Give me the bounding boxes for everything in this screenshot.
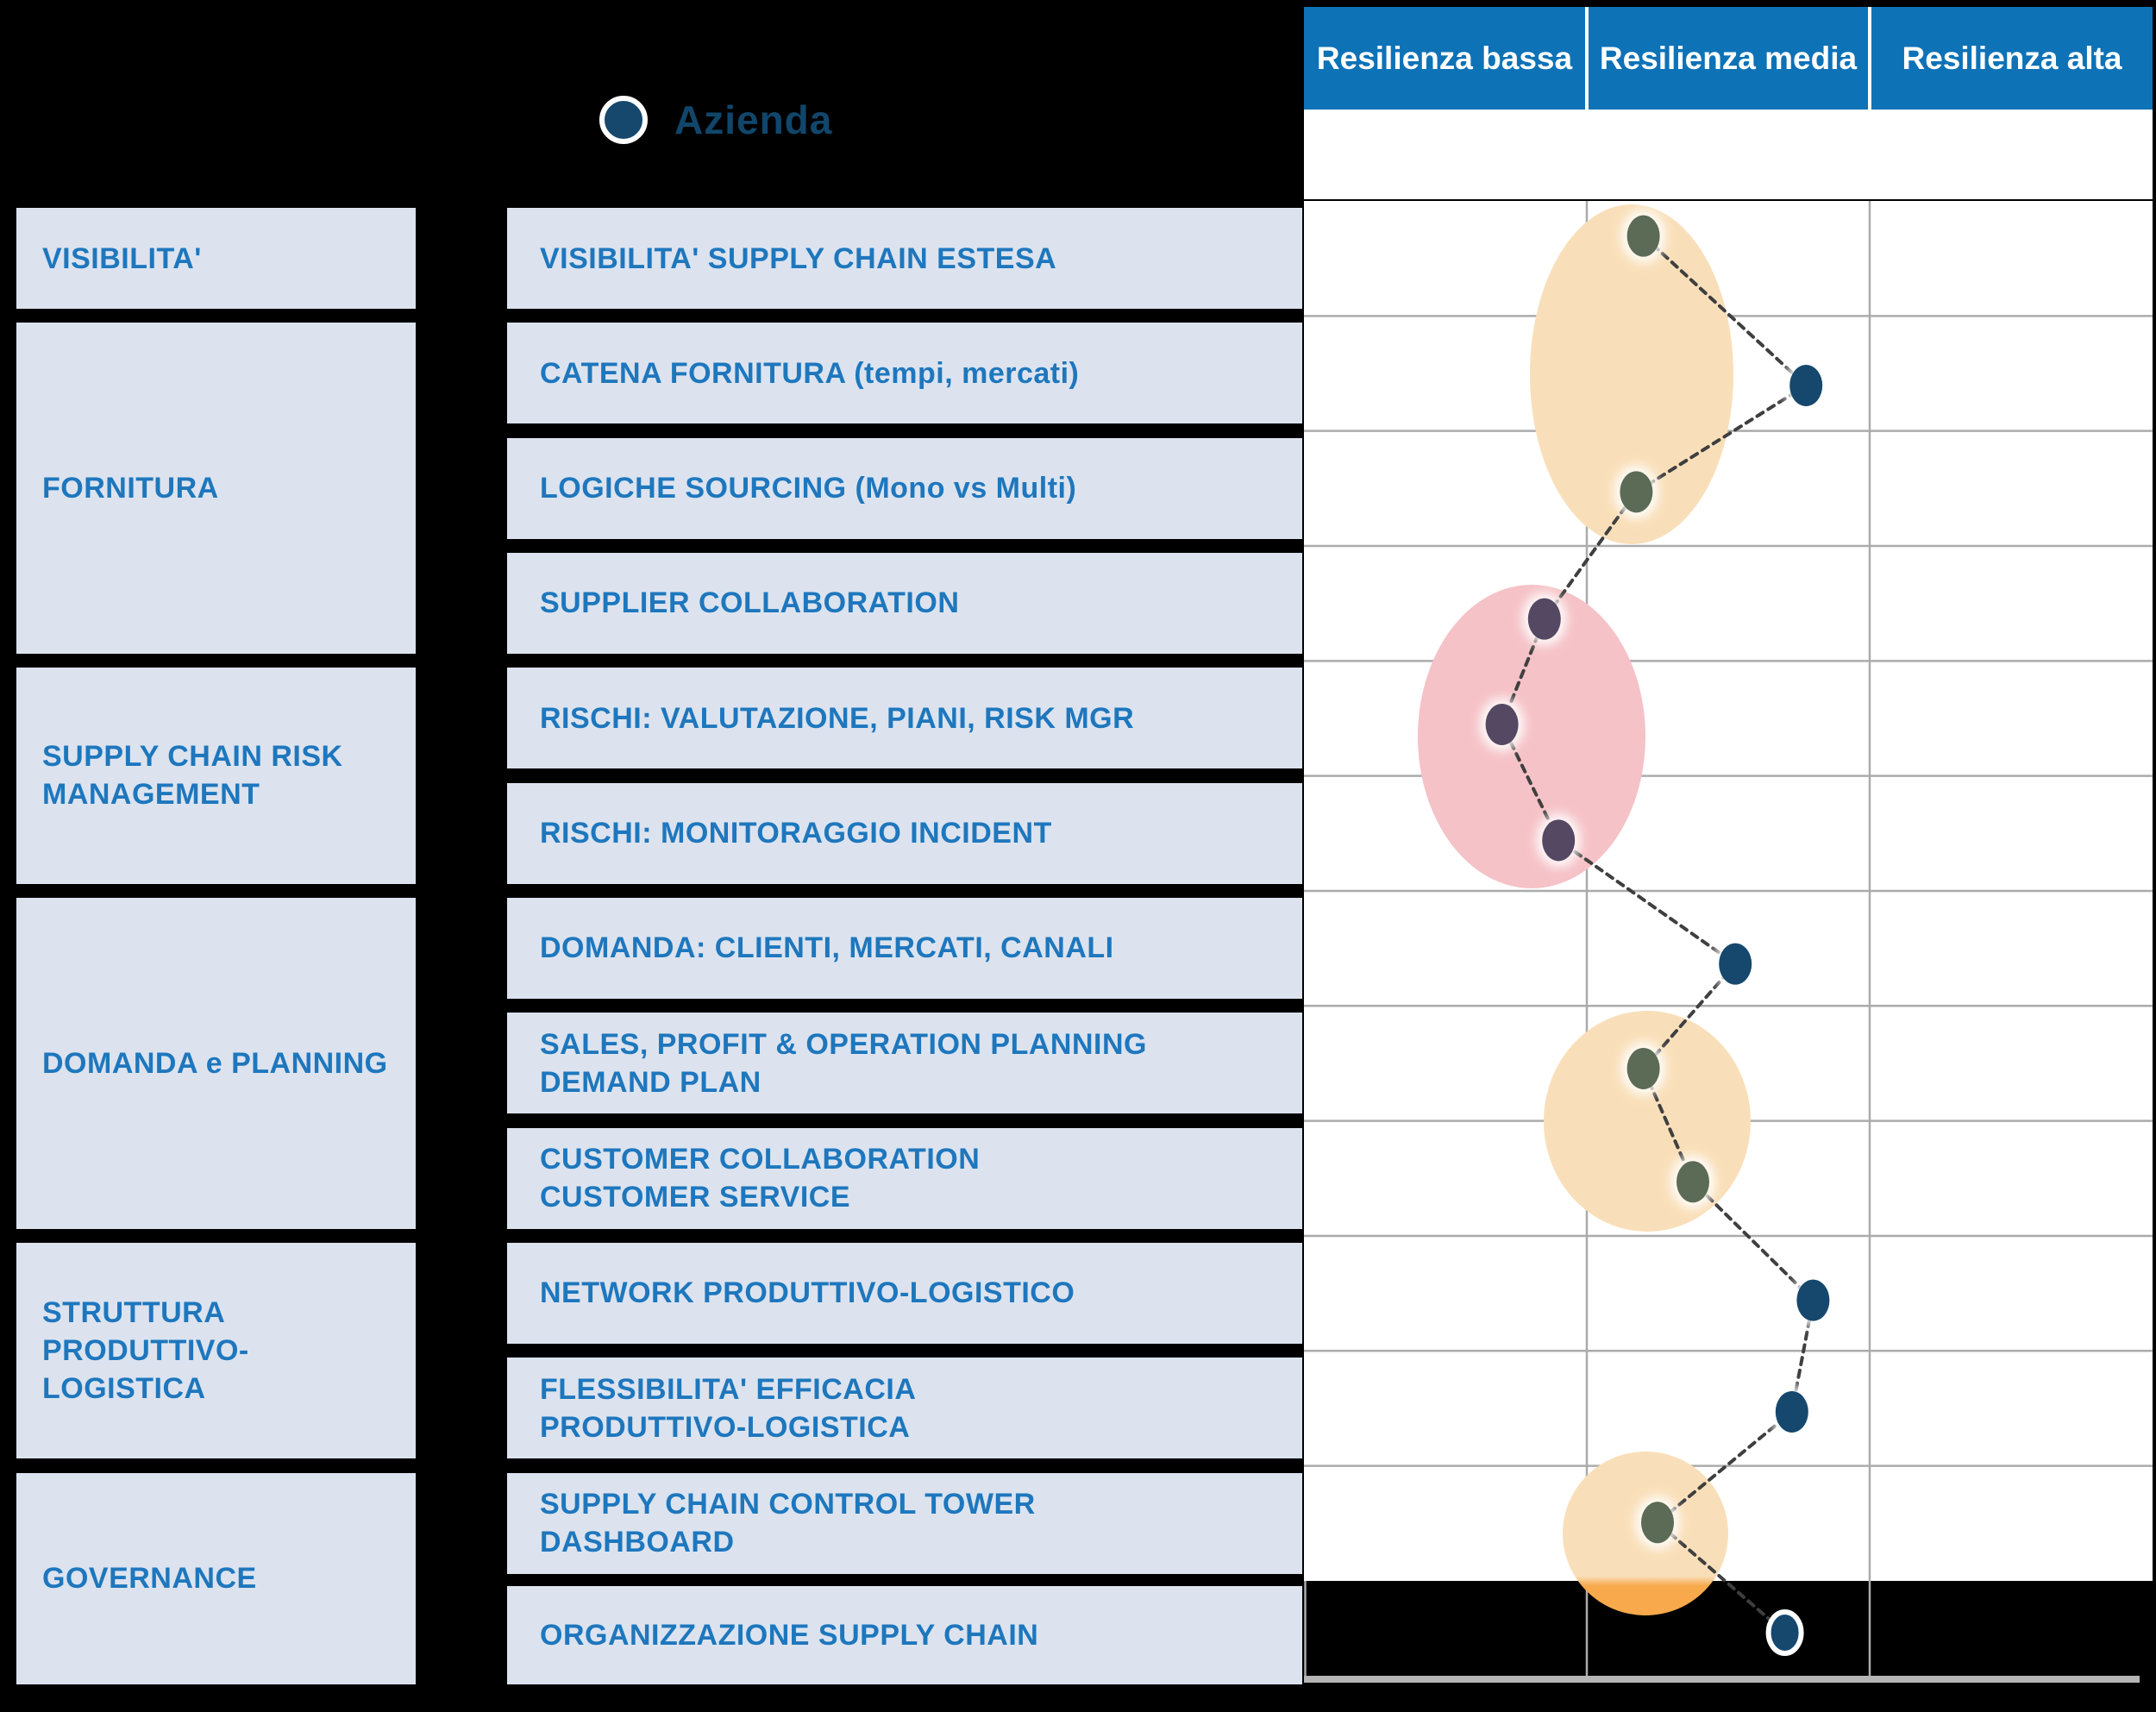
item-box-9: CUSTOMER COLLABORATION CUSTOMER SERVICE bbox=[507, 1127, 1302, 1229]
item-box-3: LOGICHE SOURCING (Mono vs Multi) bbox=[507, 437, 1302, 539]
category-label: SUPPLY CHAIN RISK bbox=[42, 740, 343, 774]
item-label: PRODUTTIVO-LOGISTICA bbox=[540, 1410, 911, 1444]
item-label: FLESSIBILITA' EFFICACIA bbox=[540, 1372, 917, 1406]
item-label: CUSTOMER COLLABORATION bbox=[540, 1143, 981, 1176]
item-box-12: SUPPLY CHAIN CONTROL TOWER DASHBOARD bbox=[507, 1472, 1302, 1574]
score-point-row-5 bbox=[1485, 703, 1519, 745]
resilience-grid bbox=[1304, 201, 2153, 1683]
item-box-13: ORGANIZZAZIONE SUPPLY CHAIN bbox=[507, 1586, 1302, 1684]
item-label: NETWORK PRODUTTIVO-LOGISTICO bbox=[540, 1276, 1075, 1310]
legend-marker-icon bbox=[599, 96, 648, 144]
item-label: CUSTOMER SERVICE bbox=[540, 1181, 851, 1214]
category-label: MANAGEMENT bbox=[42, 778, 260, 812]
item-label: VISIBILITA' SUPPLY CHAIN ESTESA bbox=[540, 241, 1057, 275]
legend-label: Azienda bbox=[674, 97, 833, 142]
score-point-row-12 bbox=[1641, 1502, 1674, 1544]
resilience-group-label: Resilienza bassa bbox=[1316, 41, 1573, 76]
item-label: CATENA FORNITURA (tempi, mercati) bbox=[540, 356, 1080, 390]
item-box-6: RISCHI: MONITORAGGIO INCIDENT bbox=[507, 782, 1302, 884]
resilience-header-block: Resilienza bassa Resilienza media Resilien… bbox=[1304, 7, 2153, 199]
item-label: DEMAND PLAN bbox=[540, 1065, 761, 1099]
category-box-3: SUPPLY CHAIN RISK MANAGEMENT bbox=[16, 668, 416, 884]
score-point-row-11 bbox=[1775, 1390, 1808, 1433]
score-point-row-7 bbox=[1719, 943, 1752, 985]
item-label: LOGICHE SOURCING (Mono vs Multi) bbox=[540, 472, 1077, 505]
score-point-row-4 bbox=[1527, 598, 1561, 640]
category-box-5: STRUTTURA PRODUTTIVO- LOGISTICA bbox=[16, 1242, 416, 1459]
item-box-7: DOMANDA: CLIENTI, MERCATI, CANALI bbox=[507, 897, 1302, 999]
category-box-2: FORNITURA bbox=[16, 323, 416, 654]
score-point-row-9 bbox=[1677, 1161, 1709, 1203]
category-label: VISIBILITA' bbox=[42, 241, 202, 275]
score-point-row-6 bbox=[1542, 819, 1576, 862]
item-label: SALES, PROFIT & OPERATION PLANNING bbox=[540, 1027, 1147, 1061]
item-box-4: SUPPLIER COLLABORATION bbox=[507, 552, 1302, 654]
score-point-row-13 bbox=[1765, 1609, 1804, 1656]
category-label: DOMANDA e PLANNING bbox=[42, 1046, 388, 1080]
category-label: FORNITURA bbox=[42, 472, 219, 505]
highlight-ellipse-2 bbox=[1418, 585, 1645, 888]
resilience-group-header-2: Resilienza media bbox=[1589, 7, 1868, 110]
item-box-1: VISIBILITA' SUPPLY CHAIN ESTESA bbox=[507, 208, 1302, 309]
score-point-row-3 bbox=[1620, 471, 1653, 513]
score-point-row-10 bbox=[1796, 1279, 1830, 1321]
legend: Azienda bbox=[597, 93, 832, 147]
category-label: LOGISTICA bbox=[42, 1372, 206, 1406]
item-label: RISCHI: MONITORAGGIO INCIDENT bbox=[540, 817, 1052, 850]
category-box-6: GOVERNANCE bbox=[16, 1472, 416, 1684]
item-label: SUPPLY CHAIN CONTROL TOWER bbox=[540, 1488, 1036, 1521]
item-label: RISCHI: VALUTAZIONE, PIANI, RISK MGR bbox=[540, 701, 1135, 735]
azienda-marker-icon bbox=[599, 96, 648, 144]
category-box-4: DOMANDA e PLANNING bbox=[16, 897, 416, 1229]
item-label: ORGANIZZAZIONE SUPPLY CHAIN bbox=[540, 1619, 1039, 1652]
highlight-ellipse-1 bbox=[1530, 204, 1733, 544]
item-box-11: FLESSIBILITA' EFFICACIA PRODUTTIVO-LOGIST… bbox=[507, 1358, 1302, 1459]
resilience-group-label: Resilienza media bbox=[1599, 41, 1858, 76]
item-box-2: CATENA FORNITURA (tempi, mercati) bbox=[507, 323, 1302, 424]
item-label: SUPPLIER COLLABORATION bbox=[540, 586, 960, 620]
score-point-row-8 bbox=[1626, 1047, 1660, 1089]
score-point-row-2 bbox=[1789, 364, 1823, 406]
category-label: STRUTTURA PRODUTTIVO- bbox=[42, 1296, 249, 1368]
category-label: GOVERNANCE bbox=[42, 1562, 257, 1596]
item-label: DASHBOARD bbox=[540, 1526, 735, 1559]
resilience-group-header-3: Resilienza alta bbox=[1871, 7, 2153, 110]
item-box-8: SALES, PROFIT & OPERATION PLANNING DEMAND… bbox=[507, 1013, 1302, 1114]
resilience-group-header-1: Resilienza bassa bbox=[1304, 7, 1585, 110]
item-box-5: RISCHI: VALUTAZIONE, PIANI, RISK MGR bbox=[507, 668, 1302, 769]
resilience-group-label: Resilienza alta bbox=[1902, 41, 2122, 76]
category-box-1: VISIBILITA' bbox=[16, 208, 416, 309]
item-label: DOMANDA: CLIENTI, MERCATI, CANALI bbox=[540, 931, 1114, 965]
item-box-10: NETWORK PRODUTTIVO-LOGISTICO bbox=[507, 1242, 1302, 1344]
score-point-row-1 bbox=[1626, 215, 1660, 257]
